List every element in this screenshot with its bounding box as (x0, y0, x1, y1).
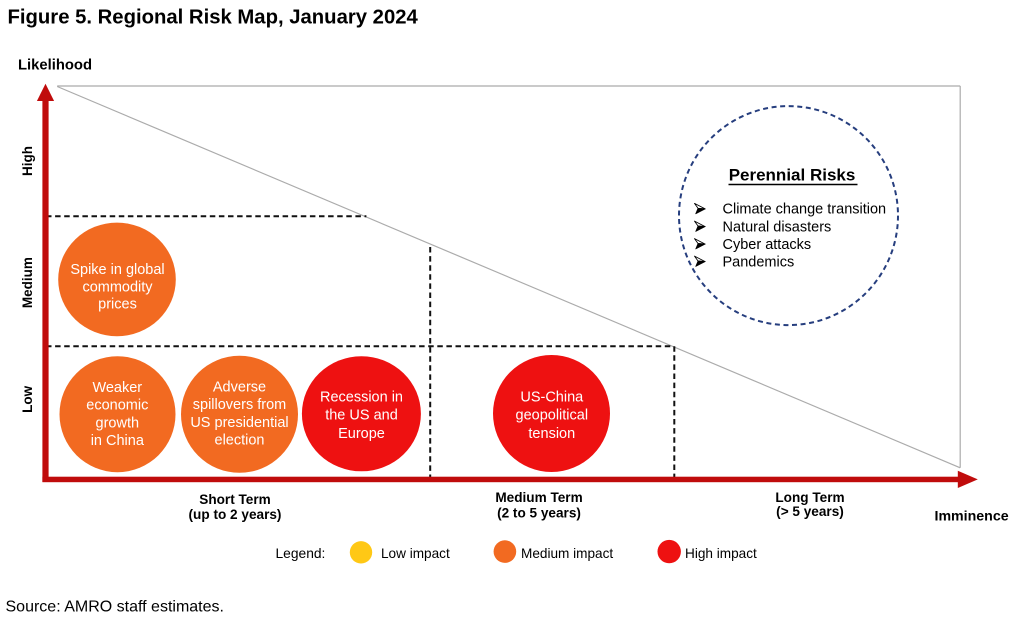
svg-text:Recession in: Recession in (320, 390, 403, 406)
svg-text:Likelihood: Likelihood (18, 58, 92, 74)
svg-text:US-China: US-China (520, 390, 584, 406)
svg-text:tension: tension (528, 426, 575, 442)
svg-text:Pandemics: Pandemics (723, 254, 795, 270)
svg-text:Weaker: Weaker (92, 380, 142, 396)
svg-text:spillovers from: spillovers from (193, 397, 286, 413)
svg-text:Imminence: Imminence (935, 509, 1009, 525)
svg-text:Cyber attacks: Cyber attacks (723, 237, 812, 253)
svg-text:Adverse: Adverse (213, 380, 266, 396)
svg-text:Natural disasters: Natural disasters (723, 219, 832, 235)
svg-text:Perennial Risks: Perennial Risks (729, 166, 856, 185)
svg-text:Climate change transition: Climate change transition (723, 202, 887, 218)
svg-text:(2 to 5 years): (2 to 5 years) (497, 506, 581, 521)
svg-text:Low impact: Low impact (381, 546, 450, 561)
svg-text:prices: prices (98, 296, 137, 312)
svg-text:(> 5 years): (> 5 years) (776, 504, 844, 519)
svg-text:the US and: the US and (325, 408, 398, 424)
svg-text:economic: economic (86, 398, 148, 414)
svg-text:geopolitical: geopolitical (516, 408, 589, 424)
svg-text:Figure 5. Regional Risk Map, J: Figure 5. Regional Risk Map, January 202… (8, 6, 419, 28)
svg-text:Source: AMRO staff estimates.: Source: AMRO staff estimates. (6, 598, 224, 615)
svg-text:Long Term: Long Term (775, 490, 844, 505)
svg-text:Europe: Europe (338, 426, 385, 442)
svg-text:US presidential: US presidential (190, 415, 288, 431)
svg-text:growth: growth (96, 415, 140, 431)
svg-text:Medium: Medium (20, 257, 35, 308)
svg-text:Legend:: Legend: (276, 546, 326, 561)
svg-text:Medium impact: Medium impact (521, 546, 613, 561)
svg-text:in China: in China (91, 433, 145, 449)
svg-text:Low: Low (20, 385, 35, 412)
svg-text:Short Term: Short Term (199, 492, 271, 507)
svg-text:Spike in global: Spike in global (70, 262, 164, 278)
svg-text:Medium Term: Medium Term (495, 490, 582, 505)
svg-text:High: High (20, 146, 35, 176)
svg-text:commodity: commodity (82, 279, 153, 295)
svg-text:election: election (215, 433, 265, 449)
svg-text:(up to 2 years): (up to 2 years) (189, 507, 282, 522)
svg-text:High impact: High impact (685, 546, 757, 561)
